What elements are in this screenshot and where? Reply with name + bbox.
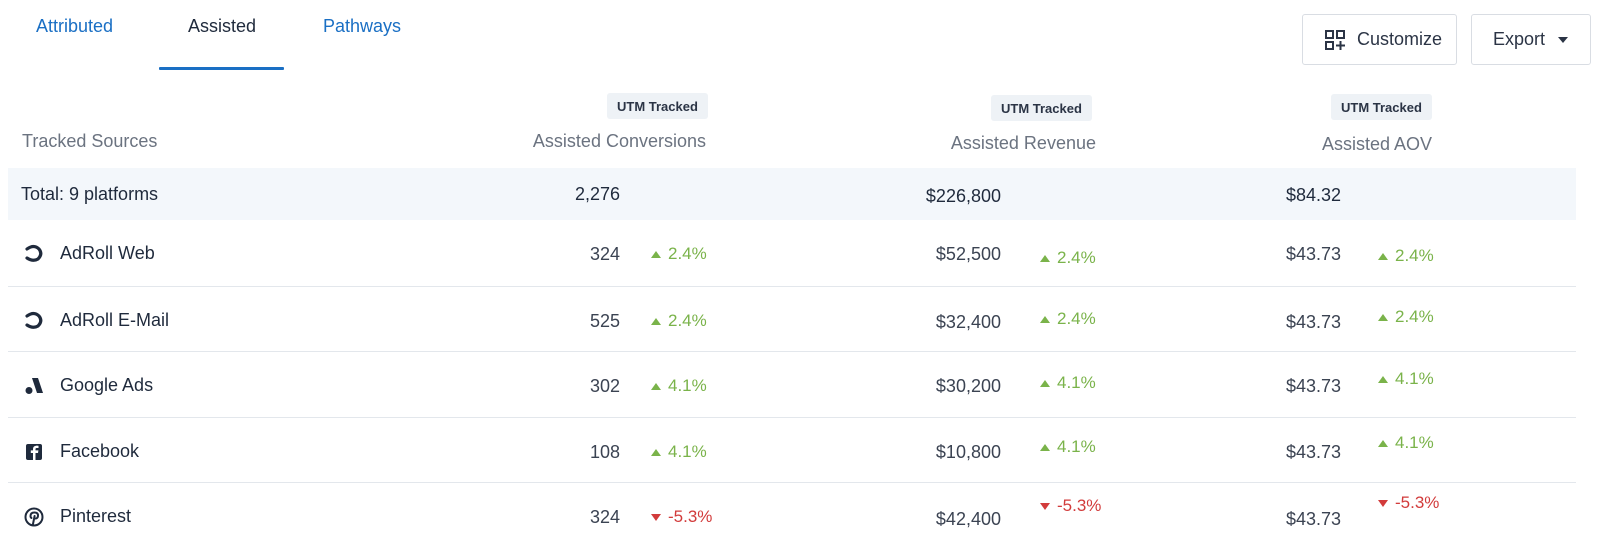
customize-label: Customize: [1357, 29, 1443, 49]
trend-up-icon: [651, 250, 661, 258]
aov-value: $43.73: [1285, 312, 1341, 332]
conversions-value: 302: [589, 376, 620, 396]
export-label: Export: [1493, 29, 1546, 49]
col-header-conversions[interactable]: Assisted Conversions: [532, 131, 706, 151]
aov-delta-text: 4.1%: [1395, 369, 1434, 388]
col-header-aov[interactable]: Assisted AOV: [1321, 134, 1432, 154]
aov-delta: 4.1%: [1378, 369, 1434, 389]
trend-up-icon: [1040, 254, 1050, 262]
conversions-value: 324: [589, 507, 620, 527]
table-row[interactable]: AdRoll Web 324 2.4% $52,500 2.4% $43.73 2.4%: [8, 220, 1576, 285]
tab-assisted[interactable]: Assisted: [188, 16, 257, 36]
source-name: Pinterest: [60, 506, 132, 526]
export-button[interactable]: Export: [1471, 14, 1591, 65]
total-row: Total: 9 platforms 2,276 $226,800 $84.32: [8, 168, 1576, 220]
conversions-delta: 2.4%: [651, 311, 707, 331]
revenue-delta: 2.4%: [1040, 309, 1096, 329]
tab-pathways[interactable]: Pathways: [323, 16, 402, 36]
conversions-delta: 4.1%: [651, 376, 707, 396]
conversions-value: 324: [589, 244, 620, 264]
aov-delta: -5.3%: [1378, 493, 1439, 513]
trend-down-icon: [1040, 502, 1050, 510]
facebook-icon: [24, 442, 44, 462]
col-header-sources: Tracked Sources: [22, 131, 158, 151]
revenue-value: $42,400: [935, 509, 1001, 529]
aov-value: $43.73: [1285, 244, 1341, 264]
trend-up-icon: [651, 317, 661, 325]
total-label: Total: 9 platforms: [21, 184, 159, 204]
aov-delta-text: 2.4%: [1395, 307, 1434, 326]
customize-grid-icon: [1325, 29, 1345, 50]
source-name: Google Ads: [60, 375, 154, 395]
revenue-delta: 4.1%: [1040, 437, 1096, 457]
trend-up-icon: [651, 382, 661, 390]
tab-attributed[interactable]: Attributed: [36, 16, 114, 36]
trend-up-icon: [1378, 375, 1388, 383]
table-row[interactable]: Facebook 108 4.1% $10,800 4.1% $43.73 4.1%: [8, 417, 1576, 482]
conversions-delta: 4.1%: [651, 442, 707, 462]
adroll-icon: [24, 244, 44, 264]
conversions-delta-text: 2.4%: [668, 244, 707, 263]
source-name: Facebook: [60, 441, 140, 461]
aov-delta-text: 4.1%: [1395, 433, 1434, 452]
conversions-delta-text: 2.4%: [668, 311, 707, 330]
total-aov: $84.32: [1285, 185, 1341, 205]
utm-tracked-badge: UTM Tracked: [607, 93, 708, 119]
revenue-delta: 4.1%: [1040, 373, 1096, 393]
trend-up-icon: [1040, 379, 1050, 387]
utm-tracked-badge: UTM Tracked: [1331, 94, 1432, 120]
table-row[interactable]: AdRoll E-Mail 525 2.4% $32,400 2.4% $43.73 2.4…: [8, 286, 1576, 351]
aov-delta-text: 2.4%: [1395, 246, 1434, 265]
source-name: AdRoll E-Mail: [60, 310, 170, 330]
aov-value: $43.73: [1285, 376, 1341, 396]
revenue-delta-text: 4.1%: [1057, 373, 1096, 392]
adroll-icon: [24, 311, 44, 331]
conversions-delta-text: 4.1%: [668, 442, 707, 461]
aov-delta-text: -5.3%: [1395, 493, 1440, 512]
revenue-delta-text: -5.3%: [1057, 496, 1102, 515]
source-name: AdRoll Web: [60, 243, 155, 263]
google-ads-icon: [24, 376, 44, 396]
trend-up-icon: [1378, 252, 1388, 260]
trend-up-icon: [651, 448, 661, 456]
revenue-value: $32,400: [935, 312, 1001, 332]
table-row[interactable]: Pinterest 324 -5.3% $42,400 -5.3% $43.73 -5.3%: [8, 482, 1576, 546]
conversions-value: 525: [589, 311, 620, 331]
aov-value: $43.73: [1285, 442, 1341, 462]
total-conversions: 2,276: [574, 184, 620, 204]
revenue-delta: 2.4%: [1040, 248, 1096, 268]
trend-up-icon: [1040, 315, 1050, 323]
trend-down-icon: [651, 513, 661, 521]
trend-up-icon: [1040, 443, 1050, 451]
revenue-delta-text: 2.4%: [1057, 309, 1096, 328]
conversions-delta-text: 4.1%: [668, 376, 707, 395]
trend-up-icon: [1378, 439, 1388, 447]
revenue-delta-text: 4.1%: [1057, 437, 1096, 456]
col-header-revenue[interactable]: Assisted Revenue: [950, 133, 1096, 153]
conversions-delta: -5.3%: [651, 507, 712, 527]
aov-delta: 4.1%: [1378, 433, 1434, 453]
utm-tracked-badge: UTM Tracked: [991, 95, 1092, 121]
conversions-value: 108: [589, 442, 620, 462]
trend-up-icon: [1378, 313, 1388, 321]
revenue-value: $52,500: [935, 244, 1001, 264]
total-revenue: $226,800: [925, 186, 1001, 206]
pinterest-icon: [24, 507, 44, 527]
revenue-value: $30,200: [935, 376, 1001, 396]
revenue-delta-text: 2.4%: [1057, 248, 1096, 267]
aov-delta: 2.4%: [1378, 246, 1434, 266]
caret-down-icon: [1558, 36, 1569, 43]
active-tab-indicator: [159, 67, 284, 70]
conversions-delta-text: -5.3%: [668, 507, 713, 526]
trend-down-icon: [1378, 499, 1388, 507]
aov-value: $43.73: [1285, 509, 1341, 529]
aov-delta: 2.4%: [1378, 307, 1434, 327]
customize-button[interactable]: Customize: [1302, 14, 1457, 65]
conversions-delta: 2.4%: [651, 244, 707, 264]
table-row[interactable]: Google Ads 302 4.1% $30,200 4.1% $43.73 4.1%: [8, 351, 1576, 416]
revenue-value: $10,800: [935, 442, 1001, 462]
revenue-delta: -5.3%: [1040, 496, 1101, 516]
